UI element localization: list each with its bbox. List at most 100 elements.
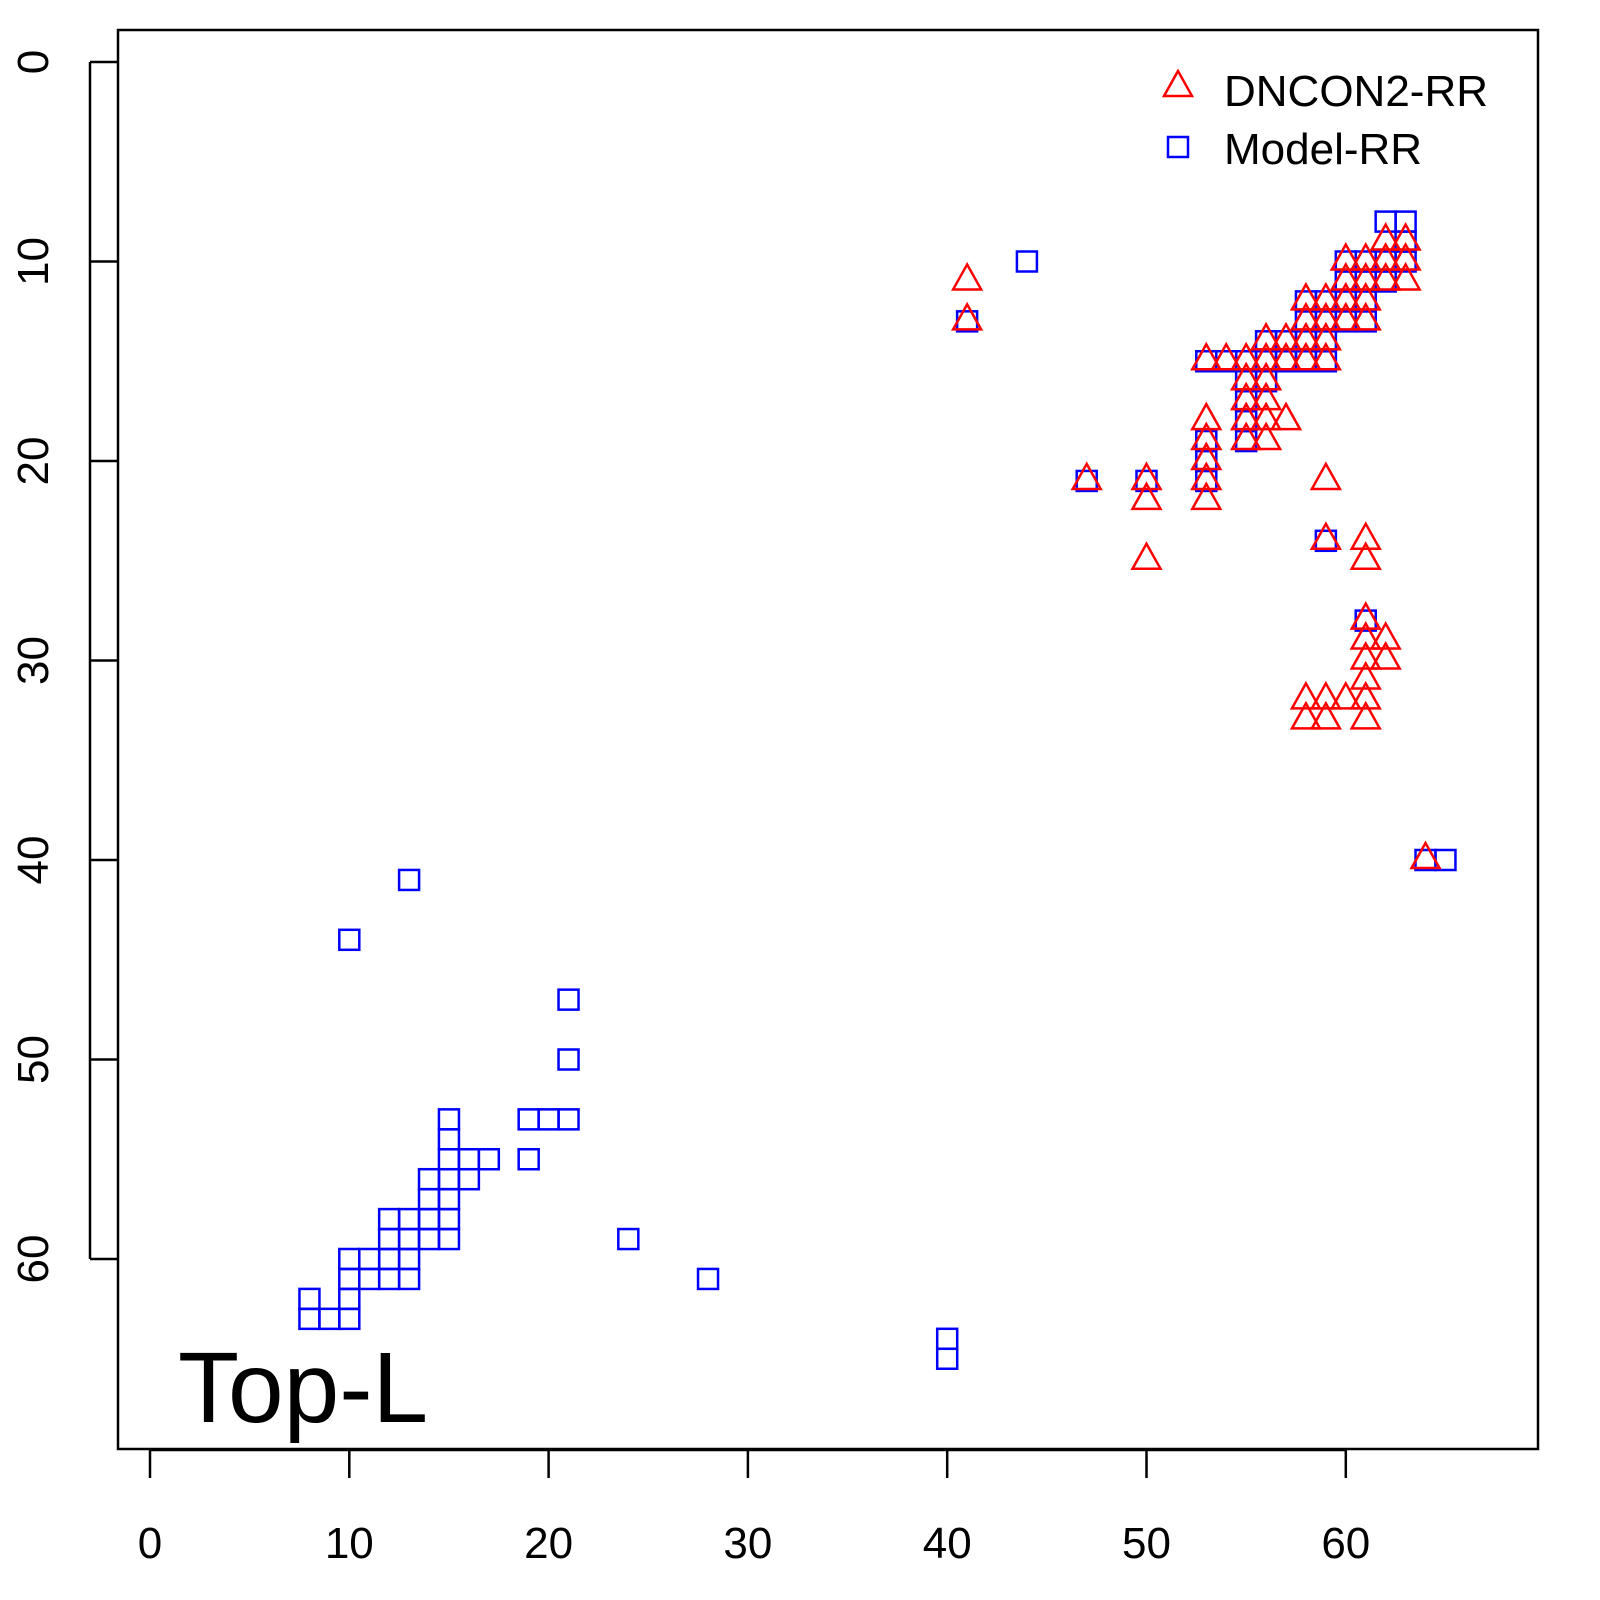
model-rr-point <box>617 1227 640 1251</box>
dncon2-rr-point <box>1130 481 1163 511</box>
dncon2-rr-point <box>1249 321 1283 351</box>
model-rr-point <box>417 1207 441 1231</box>
dncon2-rr-point <box>1309 321 1343 351</box>
annotation-top-l: Top-L <box>178 1332 428 1444</box>
y-tick-label: 10 <box>9 237 58 286</box>
model-rr-point <box>457 1148 481 1171</box>
dncon2-rr-point <box>1369 241 1402 271</box>
legend-label-model: Model-RR <box>1224 125 1422 174</box>
dncon2-rr-point <box>1269 341 1303 371</box>
model-rr-point <box>437 1148 461 1171</box>
dncon2-rr-point <box>1230 341 1263 371</box>
dncon2-rr-point <box>1289 341 1323 371</box>
legend-label-dncon2: DNCON2-RR <box>1224 67 1488 116</box>
dncon2-rr-point <box>1130 461 1163 491</box>
model-rr-point <box>557 1048 580 1071</box>
dncon2-rr-point <box>1369 640 1402 670</box>
model-rr-point <box>437 1108 461 1131</box>
model-rr-point <box>377 1247 401 1271</box>
dncon2-rr-point <box>1369 221 1402 251</box>
model-rr-point <box>1394 210 1417 233</box>
model-rr-point <box>935 1327 959 1351</box>
dncon2-rr-point <box>1309 680 1343 710</box>
model-rr-point <box>437 1128 461 1151</box>
model-rr-point <box>417 1167 441 1191</box>
dncon2-rr-point <box>1289 281 1323 311</box>
model-rr-point <box>377 1207 401 1231</box>
dncon2-rr-point <box>1289 301 1323 331</box>
dncon2-rr-point <box>950 301 984 331</box>
model-rr-point <box>377 1227 401 1251</box>
dncon2-rr-point <box>1309 341 1343 371</box>
dncon2-rr-point <box>1349 541 1382 570</box>
dncon2-rr-point <box>1289 321 1323 351</box>
model-rr-point <box>377 1267 401 1291</box>
dncon2-rr-point <box>1329 241 1362 271</box>
model-rr-point <box>397 1227 421 1251</box>
dncon2-rr-point <box>1190 481 1223 511</box>
model-rr-point <box>338 1307 361 1331</box>
dncon2-rr-point <box>1070 461 1103 491</box>
model-rr-point <box>397 1267 421 1291</box>
dncon2-rr-point <box>1369 261 1402 291</box>
model-rr-point <box>457 1167 481 1191</box>
dncon2-rr-point <box>1269 321 1303 351</box>
dncon2-rr-point <box>1190 341 1223 371</box>
dncon2-rr-point <box>1230 361 1263 391</box>
dncon2-rr-point <box>1329 680 1362 710</box>
dncon2-rr-point <box>950 261 984 291</box>
dncon2-rr-point <box>1289 680 1323 710</box>
model-rr-point <box>557 1108 580 1131</box>
dncon2-rr-point <box>1349 281 1382 311</box>
x-tick-label: 20 <box>524 1519 573 1568</box>
dncon2-rr-point <box>1349 241 1382 271</box>
dncon2-rr-point <box>1309 461 1343 491</box>
dncon2-rr-point <box>1249 401 1283 431</box>
dncon2-rr-point <box>1210 341 1243 371</box>
model-rr-point <box>338 1287 361 1311</box>
dncon2-rr-point <box>1230 421 1263 451</box>
model-rr-point <box>298 1307 321 1331</box>
y-tick-label: 40 <box>9 836 58 885</box>
dncon2-rr-point <box>1409 840 1442 870</box>
model-rr-point <box>517 1148 540 1171</box>
dncon2-rr-point <box>1349 601 1382 630</box>
dncon2-rr-point <box>1190 461 1223 491</box>
model-rr-point <box>437 1227 461 1251</box>
dncon2-rr-point <box>1130 541 1163 570</box>
x-tick-label: 0 <box>138 1519 162 1568</box>
dncon2-rr-point <box>1369 620 1402 650</box>
dncon2-rr-point <box>1349 660 1382 690</box>
model-rr-point <box>537 1108 560 1131</box>
dncon2-rr-point <box>1349 301 1382 331</box>
model-rr-point <box>935 1347 959 1370</box>
model-rr-point <box>357 1247 381 1271</box>
dncon2-rr-point <box>1190 401 1223 431</box>
dncon2-rr-point <box>1249 361 1283 391</box>
x-axis: 0 10 20 30 40 50 60 <box>138 1448 1370 1568</box>
model-rr-point <box>1015 250 1039 273</box>
model-rr-point <box>437 1207 461 1231</box>
model-rr-point <box>437 1187 461 1211</box>
model-rr-point <box>397 868 421 892</box>
dncon2-rr-point <box>1190 421 1223 451</box>
x-tick-label: 40 <box>923 1519 972 1568</box>
model-rr-point <box>338 1247 361 1271</box>
model-rr-point <box>338 928 361 952</box>
model-rr-point <box>1374 210 1397 233</box>
model-rr-point <box>417 1187 441 1211</box>
x-tick-label: 30 <box>723 1519 772 1568</box>
dncon2-rr-point <box>1329 281 1362 311</box>
dncon2-rr-point <box>1349 620 1382 650</box>
y-tick-label: 30 <box>9 636 58 685</box>
model-rr-point <box>357 1267 381 1291</box>
legend-triangle-icon <box>1161 68 1195 98</box>
dncon2-rr-point <box>1349 640 1382 670</box>
model-rr-point <box>338 1267 361 1291</box>
dncon2-rr-point <box>1349 680 1382 710</box>
dncon2-rr-point <box>1230 401 1263 431</box>
y-axis: 0 10 20 30 40 50 60 <box>9 50 118 1283</box>
dncon2-rr-point <box>1190 441 1223 471</box>
dncon2-rr-point <box>1349 700 1382 730</box>
